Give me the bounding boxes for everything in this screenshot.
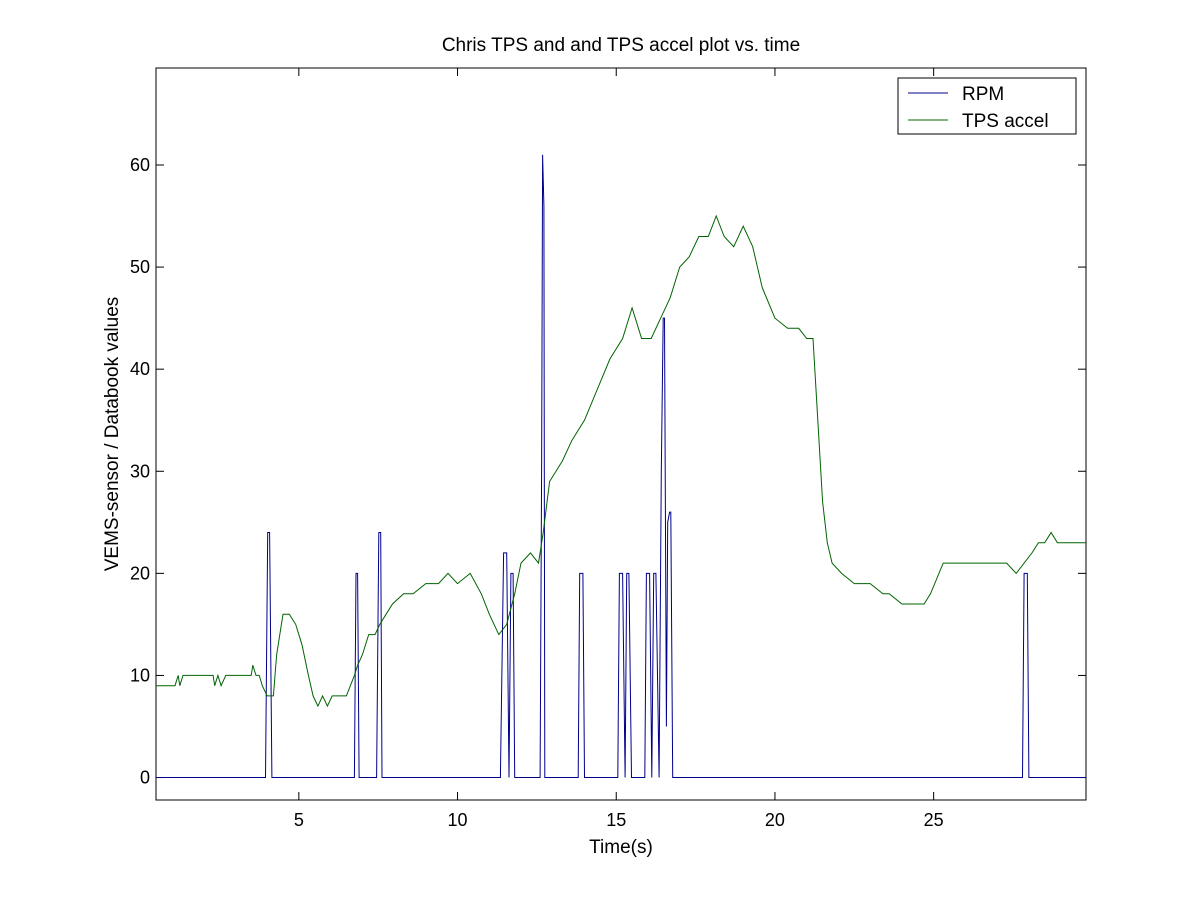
legend-label-tps-accel: TPS accel [962,111,1049,132]
chart-title: Chris TPS and and TPS accel plot vs. tim… [442,35,800,56]
axis-ticks: 5 10 15 20 25 0 10 20 30 40 50 60 [130,68,1086,830]
y-axis-label: VEMS-sensor / Databook values [102,297,123,572]
y-tick-label: 20 [130,563,150,583]
x-axis-label: Time(s) [589,837,653,858]
legend-box [897,77,1077,135]
y-tick-label: 40 [130,359,150,379]
x-tick-label: 15 [606,810,626,830]
y-tick-label: 10 [130,665,150,685]
y-tick-label: 0 [140,768,150,788]
y-tick-label: 60 [130,155,150,175]
x-tick-label: 5 [294,810,304,830]
y-tick-label: 50 [130,257,150,277]
axes-box [155,67,1087,801]
x-tick-label: 25 [924,810,944,830]
series-line-rpm [156,154,1086,778]
y-tick-label: 30 [130,461,150,481]
x-tick-label: 10 [448,810,468,830]
plot-lines [156,154,1086,778]
series-line-tps-accel [156,214,1086,708]
legend-label-rpm: RPM [962,84,1004,105]
x-tick-label: 20 [765,810,785,830]
legend: RPM TPS accel [897,77,1077,135]
